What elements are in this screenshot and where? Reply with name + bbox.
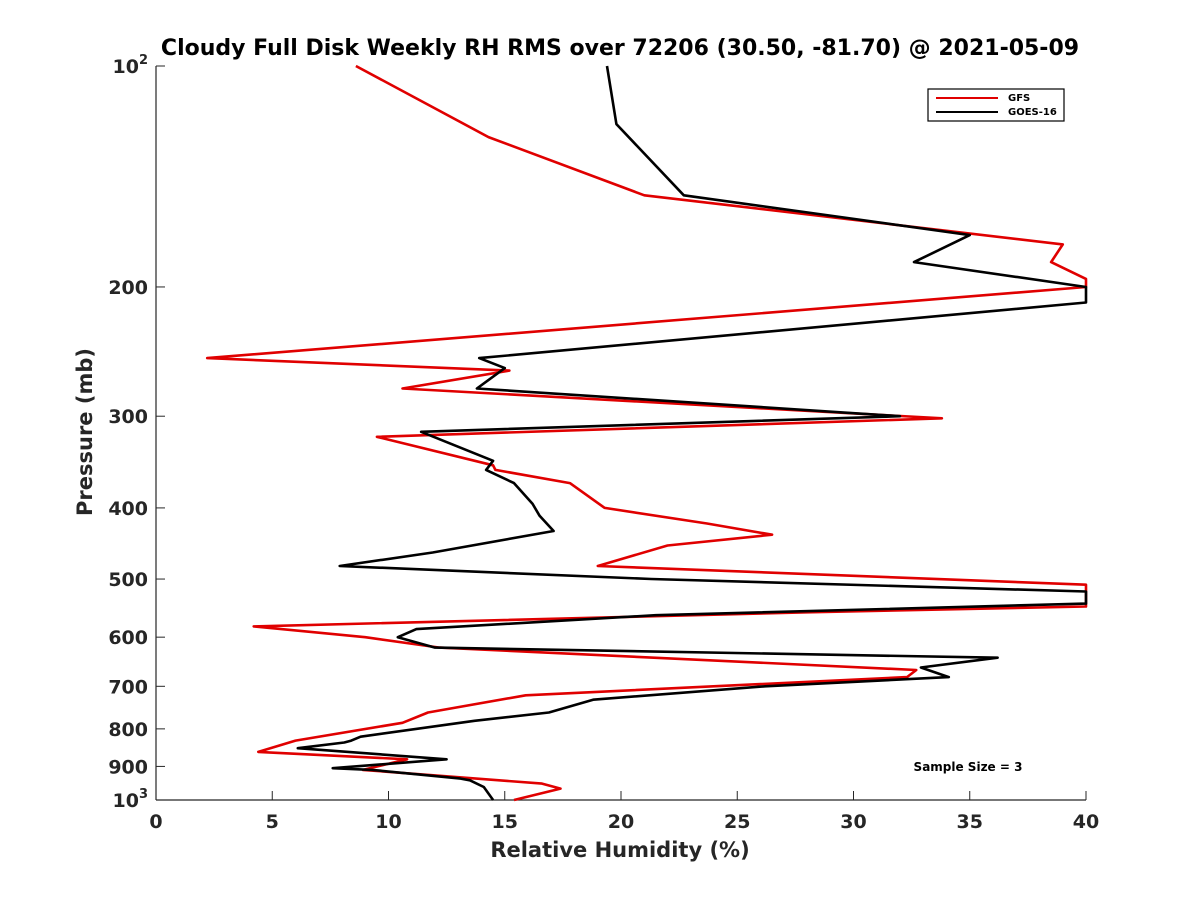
y-tick-label: 800 <box>108 719 148 741</box>
y-tick-label: 900 <box>108 756 148 778</box>
x-tick-label: 30 <box>840 811 866 833</box>
y-tick-label: 600 <box>108 627 148 649</box>
legend-label-gfs: GFS <box>1008 93 1030 104</box>
y-axis-label-group: Pressure (mb) <box>73 348 97 516</box>
series-line-goes16 <box>296 65 1088 801</box>
sample-size-annotation: Sample Size = 3 <box>914 760 1023 774</box>
ticks: 0 5 10 20 15 25 30 35 40 200 300 400 500 600 700 800 900… <box>108 53 1099 833</box>
x-tick-label: 10 <box>375 811 401 833</box>
series-line-gfs <box>205 64 1088 802</box>
y-tick-label-decade: 102 <box>113 53 149 78</box>
chart-title: Cloudy Full Disk Weekly RH RMS over 7220… <box>161 36 1079 61</box>
x-tick-label: 35 <box>957 811 983 833</box>
x-axis-label: Relative Humidity (%) <box>490 838 749 862</box>
legend-label-goes16: GOES-16 <box>1008 107 1057 118</box>
legend-box <box>927 88 1065 122</box>
y-axis-label: Pressure (mb) <box>73 348 97 516</box>
x-tick-label: 20 <box>608 811 634 833</box>
x-tick-label: 15 <box>492 811 518 833</box>
y-tick-label: 300 <box>108 406 148 428</box>
x-tick-label: 25 <box>724 811 750 833</box>
series-group <box>205 64 1088 802</box>
legend: GFS GOES-16 <box>927 88 1065 122</box>
y-tick-label-decade: 103 <box>113 787 149 812</box>
y-tick-label: 200 <box>108 277 148 299</box>
x-tick-label: 5 <box>266 811 279 833</box>
x-tick-label: 40 <box>1073 811 1099 833</box>
y-tick-label: 400 <box>108 498 148 520</box>
x-tick-label: 0 <box>149 811 162 833</box>
y-tick-label: 700 <box>108 676 148 698</box>
y-tick-label: 500 <box>108 569 148 591</box>
